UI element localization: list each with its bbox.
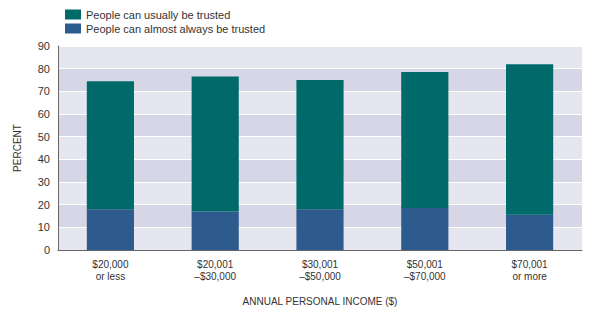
svg-text:People can usually be trusted: People can usually be trusted [86, 9, 230, 21]
svg-text:30: 30 [38, 176, 50, 188]
svg-text:$30,001: $30,001 [302, 259, 339, 270]
svg-text:40: 40 [38, 153, 50, 165]
svg-text:–$70,000: –$70,000 [404, 271, 446, 282]
svg-text:70: 70 [38, 85, 50, 97]
svg-text:$50,001: $50,001 [407, 259, 444, 270]
svg-text:$70,001: $70,001 [512, 259, 549, 270]
svg-text:0: 0 [44, 244, 50, 256]
svg-text:or less: or less [96, 271, 125, 282]
svg-text:$20,001: $20,001 [197, 259, 234, 270]
svg-text:–$50,000: –$50,000 [299, 271, 341, 282]
svg-text:20: 20 [38, 199, 50, 211]
svg-text:10: 10 [38, 221, 50, 233]
svg-text:90: 90 [38, 40, 50, 52]
svg-text:ANNUAL PERSONAL INCOME ($): ANNUAL PERSONAL INCOME ($) [243, 296, 398, 307]
svg-text:–$30,000: –$30,000 [194, 271, 236, 282]
svg-text:$20,000: $20,000 [92, 259, 129, 270]
svg-text:60: 60 [38, 108, 50, 120]
svg-text:People can almost always be tr: People can almost always be trusted [86, 23, 265, 35]
svg-text:80: 80 [38, 63, 50, 75]
svg-text:50: 50 [38, 131, 50, 143]
svg-text:PERCENT: PERCENT [12, 124, 23, 172]
svg-text:or more: or more [512, 271, 547, 282]
